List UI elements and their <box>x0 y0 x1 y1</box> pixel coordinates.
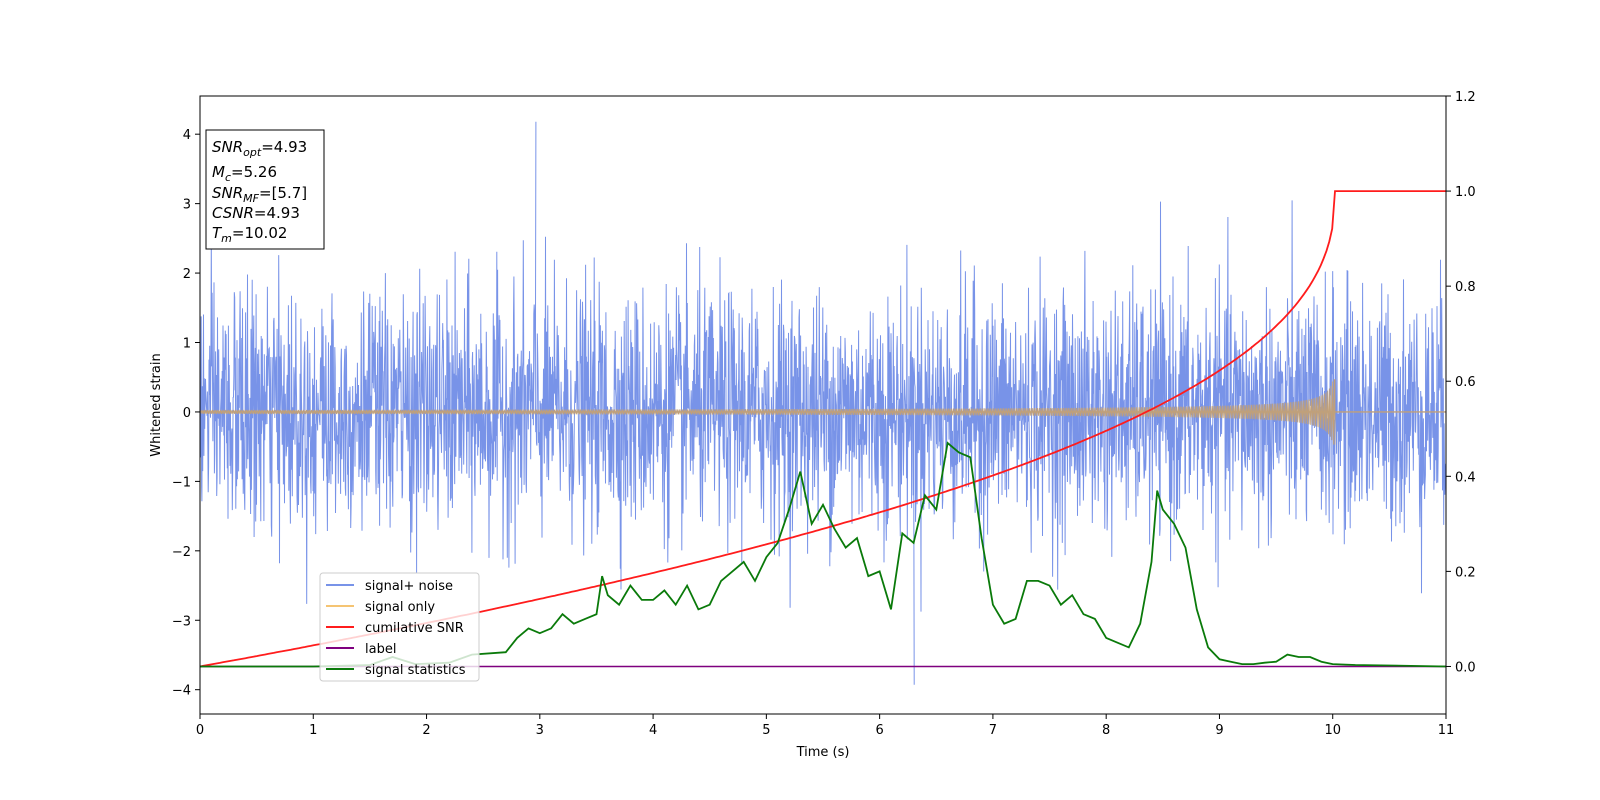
x-tick-label: 1 <box>309 723 317 738</box>
x-tick-label: 3 <box>536 723 544 738</box>
y-tick-label: −4 <box>172 684 191 699</box>
stat-csnr: CSNR=4.93 <box>212 204 300 222</box>
y-tick-label: 4 <box>183 128 191 143</box>
x-axis-label: Time (s) <box>796 745 850 760</box>
y2-tick-label: 1.0 <box>1455 185 1476 200</box>
x-tick-label: 9 <box>1215 723 1223 738</box>
y-tick-label: −2 <box>172 545 191 560</box>
x-tick-label: 2 <box>422 723 430 738</box>
x-tick-label: 6 <box>875 723 883 738</box>
legend-label-label: label <box>365 642 396 657</box>
stat-tm: Tm=10.02 <box>212 224 287 245</box>
legend-label-signal-noise: signal+ noise <box>365 579 453 594</box>
legend-label-signal-only: signal only <box>365 600 435 615</box>
legend-label-signal-statistics: signal statistics <box>365 663 466 678</box>
y-tick-label: 2 <box>183 267 191 282</box>
x-tick-label: 11 <box>1438 723 1455 738</box>
signal-noise-line <box>200 121 1446 685</box>
x-tick-label: 4 <box>649 723 657 738</box>
x-tick-label: 7 <box>989 723 997 738</box>
plot-frame <box>199 95 1447 715</box>
stats-box: SNRopt=4.93 Mc=5.26 SNRMF=[5.7] CSNR=4.9… <box>205 129 325 250</box>
stat-mc: Mc=5.26 <box>212 163 277 184</box>
x-tick-label: 10 <box>1324 723 1341 738</box>
y-tick-label: −3 <box>172 614 191 629</box>
x-tick-label: 0 <box>196 723 204 738</box>
y-axis-left: −4 −3 −2 −1 0 1 2 3 4 <box>172 128 200 699</box>
y-axis-label: Whitened strain <box>149 353 164 456</box>
legend-frame <box>319 572 480 682</box>
stats-box-frame <box>205 129 325 250</box>
legend-label-cumulative-snr: cumilative SNR <box>365 621 464 636</box>
legend: signal+ noise signal only cumilative SNR… <box>319 572 480 682</box>
y-tick-label: 3 <box>183 198 191 213</box>
x-tick-label: 8 <box>1102 723 1110 738</box>
y-axis-right: 0.0 0.2 0.4 0.6 0.8 1.0 1.2 <box>1446 90 1476 675</box>
y2-tick-label: 0.4 <box>1455 470 1476 485</box>
y2-tick-label: 1.2 <box>1455 90 1476 105</box>
y-tick-label: 1 <box>183 337 191 352</box>
x-axis: 0 1 2 3 4 5 6 7 8 9 10 11 <box>196 714 1454 738</box>
y-tick-label: 0 <box>183 406 191 421</box>
y2-tick-label: 0.0 <box>1455 660 1476 675</box>
signal-statistics-line <box>200 441 1446 668</box>
y2-tick-label: 0.6 <box>1455 375 1476 390</box>
y2-tick-label: 0.2 <box>1455 565 1476 580</box>
stat-snr-mf: SNRMF=[5.7] <box>212 184 307 205</box>
y-tick-label: −1 <box>172 475 191 490</box>
stat-snr-opt: SNRopt=4.93 <box>212 138 307 159</box>
x-tick-label: 5 <box>762 723 770 738</box>
y2-tick-label: 0.8 <box>1455 280 1476 295</box>
